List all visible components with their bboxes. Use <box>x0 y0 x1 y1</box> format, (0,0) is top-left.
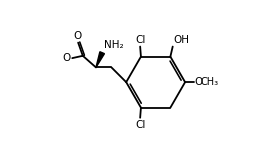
Text: O: O <box>63 53 71 63</box>
Text: O: O <box>194 77 202 87</box>
Text: CH₃: CH₃ <box>200 77 218 87</box>
Text: OH: OH <box>173 35 189 45</box>
Text: NH₂: NH₂ <box>104 40 123 50</box>
Polygon shape <box>96 52 104 67</box>
Text: O: O <box>73 31 82 41</box>
Text: Cl: Cl <box>135 35 145 45</box>
Text: Cl: Cl <box>135 120 145 130</box>
